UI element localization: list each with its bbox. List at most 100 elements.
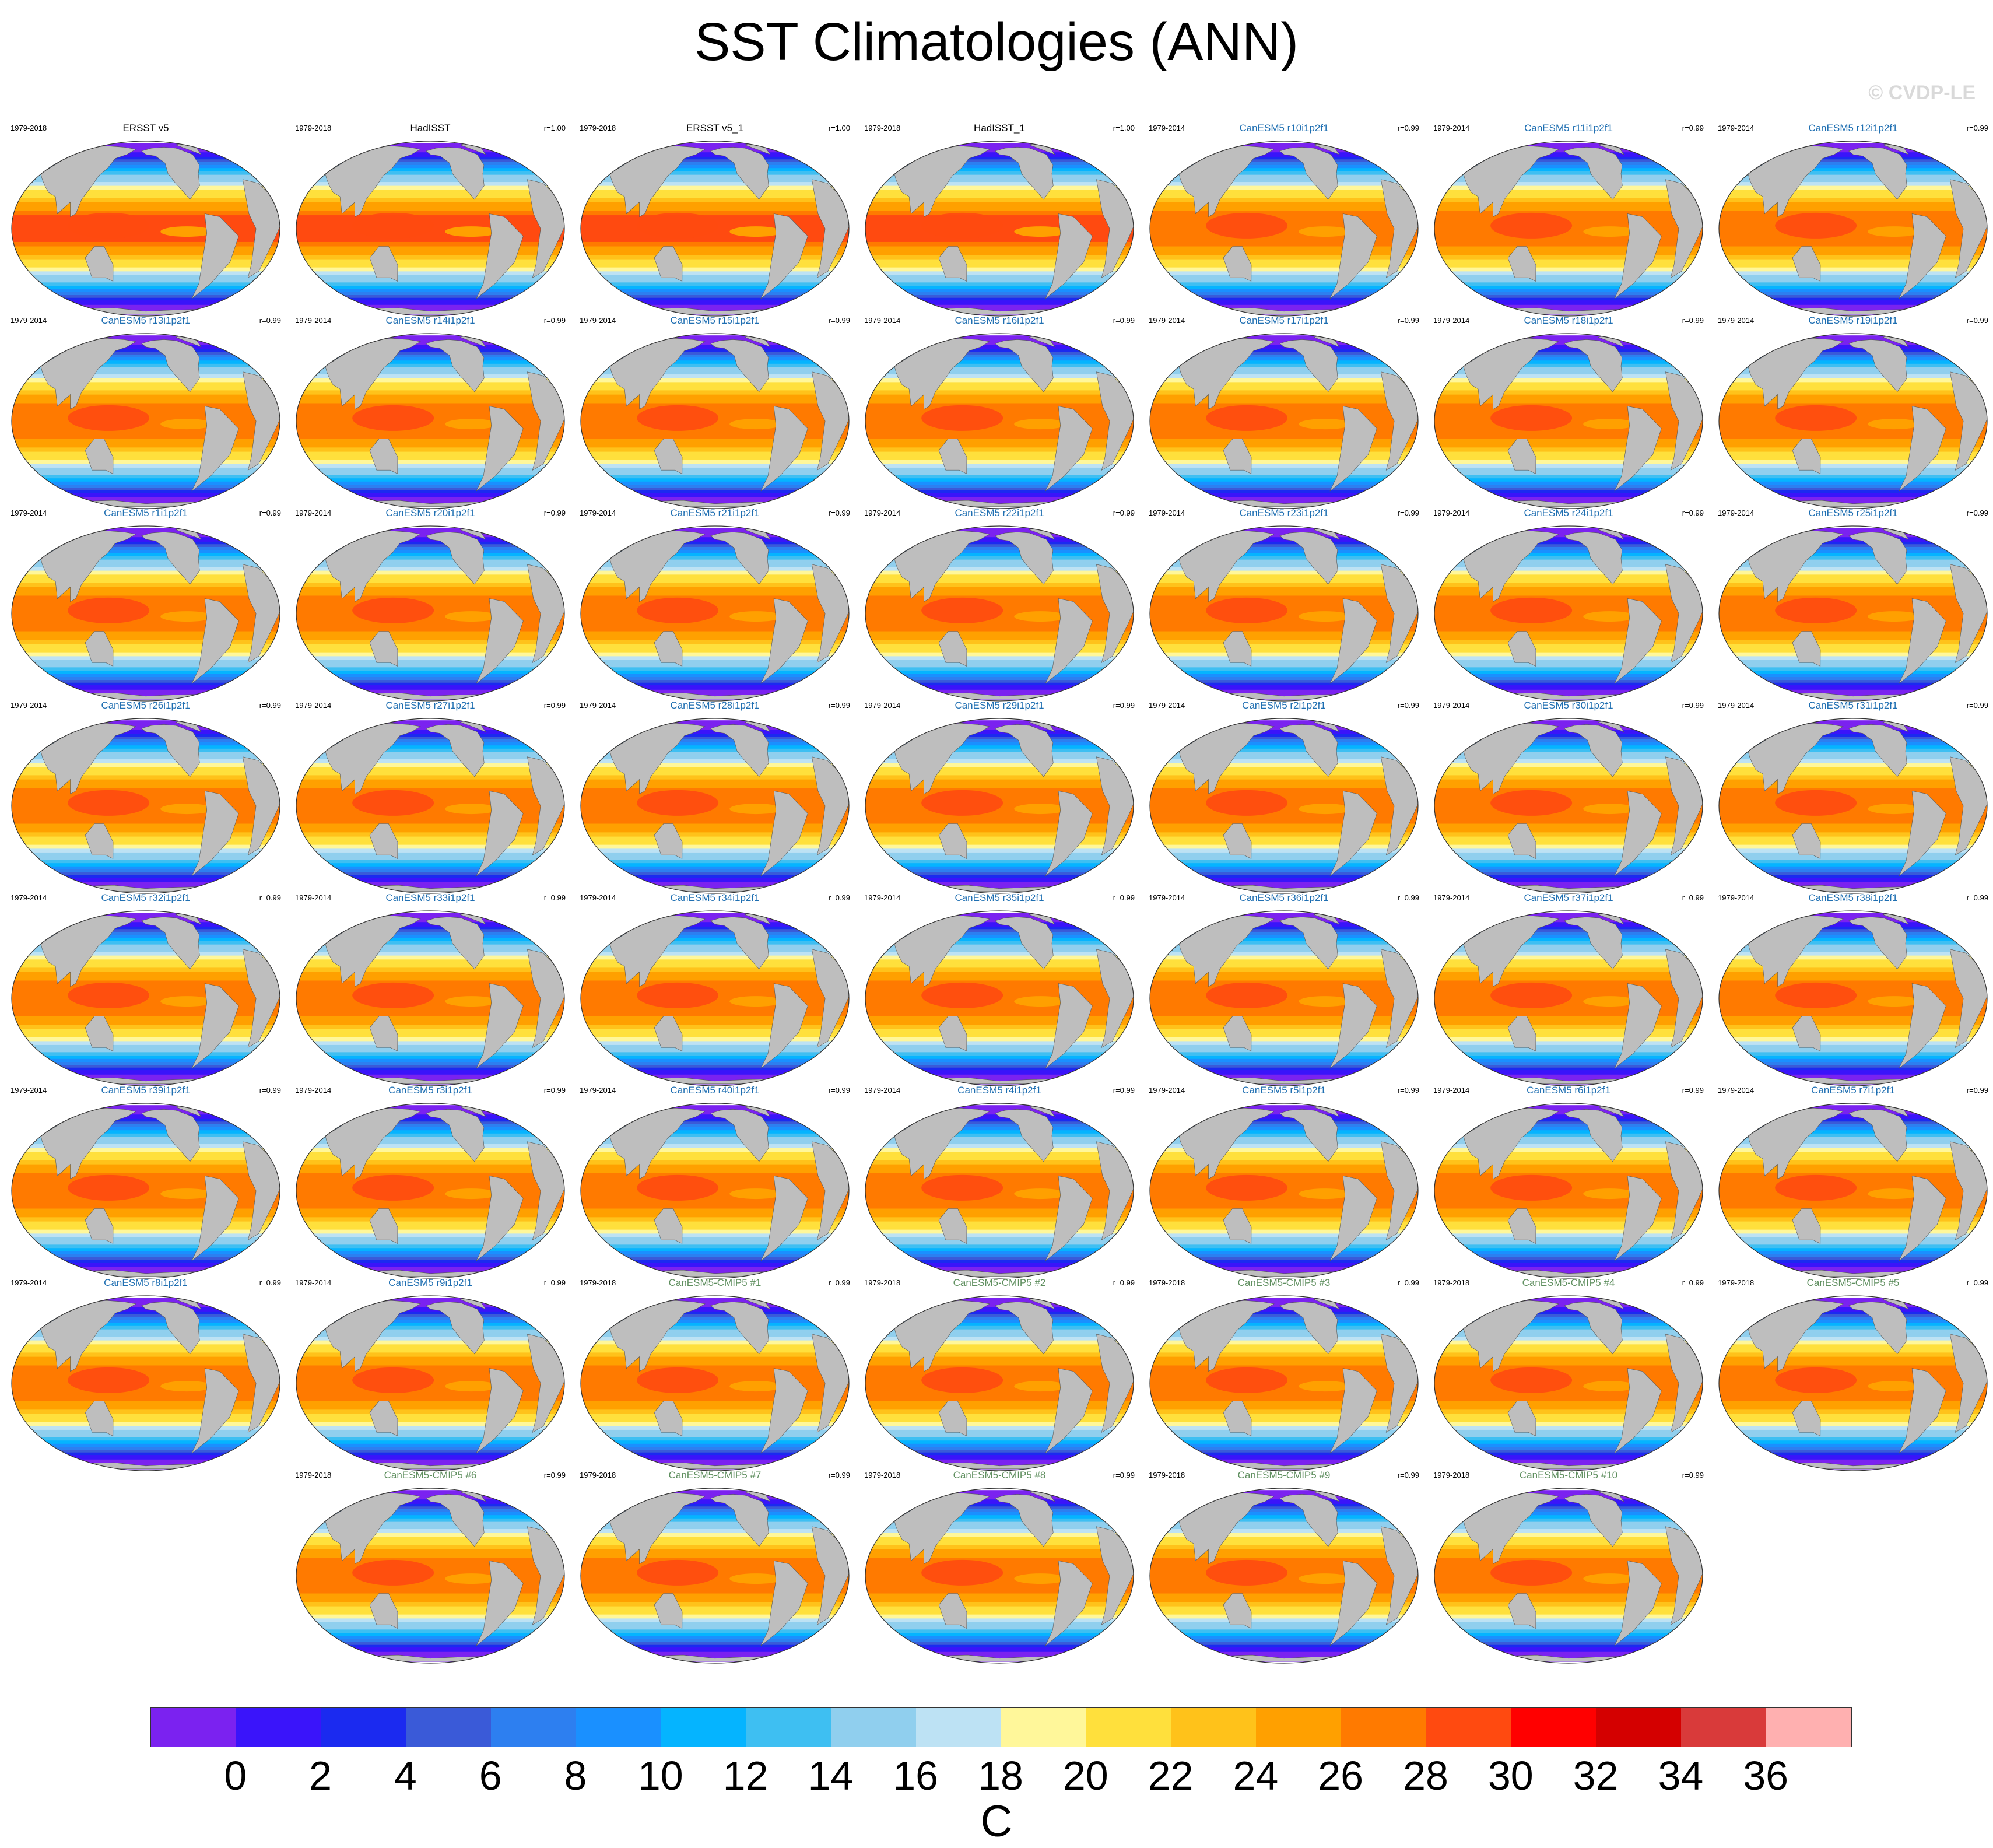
sst-band (581, 998, 849, 1004)
sst-band (1150, 275, 1418, 280)
cold-tongue (1299, 611, 1352, 622)
sst-band (1434, 194, 1703, 199)
sst-band (296, 587, 564, 592)
sst-band (1434, 882, 1703, 885)
sst-band (1719, 742, 1987, 746)
sst-band (296, 271, 564, 276)
sst-band (1150, 1356, 1418, 1362)
sst-band (1434, 1644, 1703, 1648)
sst-band (1434, 241, 1703, 247)
sst-band (581, 880, 849, 883)
sst-band (865, 583, 1134, 588)
sst-band (865, 529, 1134, 531)
sst-band (12, 370, 280, 375)
sst-map (1434, 1488, 1703, 1664)
sst-band (296, 502, 564, 504)
cold-tongue (1583, 1573, 1636, 1584)
sst-band (1150, 1251, 1418, 1255)
sst-band (1150, 338, 1418, 341)
sst-band (1434, 721, 1703, 722)
sst-field (865, 335, 1134, 507)
sst-band (1434, 154, 1703, 157)
land-mass (1792, 246, 1821, 282)
sst-band (581, 1518, 849, 1523)
sst-band (865, 742, 1134, 746)
sst-band (1434, 1512, 1703, 1516)
sst-band (1719, 1396, 1987, 1402)
sst-band (1150, 1437, 1418, 1442)
sst-band (581, 815, 849, 820)
sst-band (1719, 1260, 1987, 1263)
sst-band (12, 819, 280, 825)
sst-band (865, 788, 1134, 793)
sst-band (296, 1067, 564, 1071)
land-mass (710, 917, 769, 970)
sst-band (1719, 1221, 1987, 1226)
sst-band (865, 967, 1134, 973)
sst-map (296, 718, 565, 894)
sst-band (581, 721, 849, 723)
sst-band (296, 1191, 564, 1196)
cold-tongue (1583, 419, 1636, 430)
panel-period: 1979-2014 (1149, 893, 1185, 902)
sst-band (1150, 455, 1418, 461)
sst-band (296, 1521, 564, 1526)
sst-band (12, 292, 280, 296)
sst-band (1719, 878, 1987, 881)
sst-band (865, 792, 1134, 798)
sst-band (12, 159, 280, 163)
sst-band (1434, 1529, 1703, 1534)
sst-band (12, 1002, 280, 1008)
sst-band (12, 549, 280, 554)
sst-band (1719, 295, 1987, 299)
sst-band (12, 775, 280, 780)
sst-band (1434, 1200, 1703, 1205)
sst-band (12, 806, 280, 811)
sst-band (865, 307, 1134, 309)
sst-band (581, 1241, 849, 1246)
sst-band (581, 806, 849, 811)
map-outline (580, 1295, 850, 1471)
sst-band (865, 600, 1134, 605)
sst-band (581, 237, 849, 243)
sst-band (1719, 913, 1987, 914)
land-mass (1463, 915, 1559, 987)
sst-band (1150, 178, 1418, 183)
sst-band (581, 1160, 849, 1165)
sst-band (1150, 742, 1418, 746)
panel-period: 1979-2014 (580, 509, 616, 517)
sst-band (865, 279, 1134, 283)
sst-band (1719, 1208, 1987, 1214)
sst-band (865, 202, 1134, 207)
sst-band (296, 963, 564, 969)
sst-band (296, 613, 564, 619)
sst-band (865, 887, 1134, 889)
sst-band (296, 559, 564, 564)
sst-band (1434, 1429, 1703, 1435)
sst-band (581, 171, 849, 176)
sst-band (1434, 660, 1703, 665)
sst-band (296, 1070, 564, 1073)
sst-band (1150, 737, 1418, 740)
sst-band (296, 998, 564, 1004)
sst-band (12, 680, 280, 683)
land-mass (1848, 532, 1907, 585)
sst-band (581, 913, 849, 914)
sst-band (581, 1299, 849, 1300)
sst-band (1150, 1348, 1418, 1353)
sst-band (1719, 924, 1987, 927)
sst-band (1434, 640, 1703, 645)
sst-band (12, 1029, 280, 1034)
sst-band (865, 390, 1134, 395)
sst-band (581, 1108, 849, 1110)
sst-band (865, 1074, 1134, 1077)
sst-band (296, 349, 564, 353)
land-mass (1792, 439, 1821, 474)
sst-band (296, 667, 564, 672)
sst-band (12, 913, 280, 914)
sst-band (12, 1332, 280, 1337)
sst-band (12, 779, 280, 784)
land-mass (191, 406, 239, 492)
sst-band (296, 884, 564, 886)
sst-band (1719, 182, 1987, 187)
